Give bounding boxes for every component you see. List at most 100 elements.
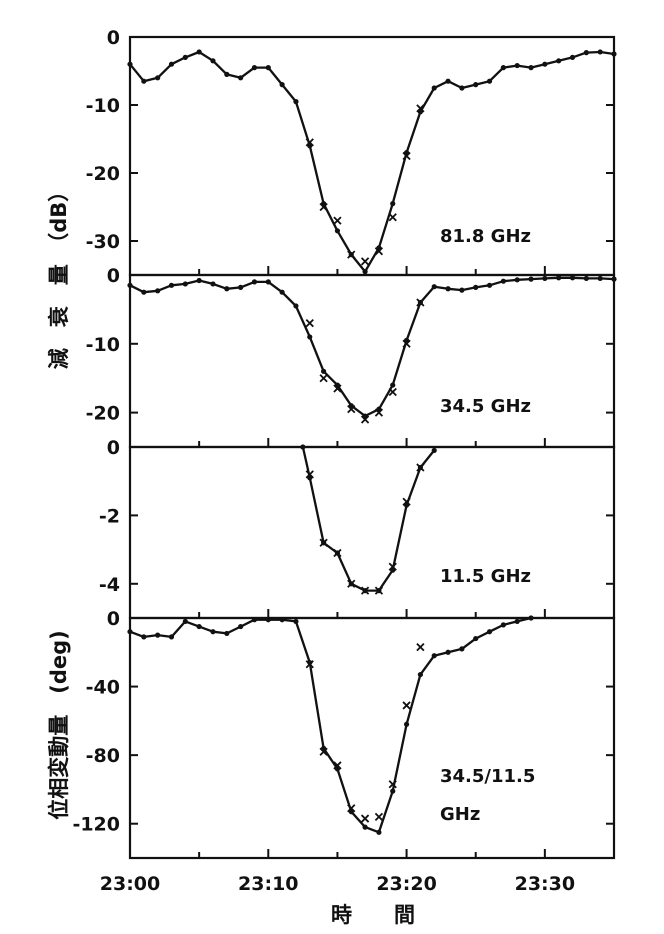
panel-3: 0 -2 -4 11.5 GHz	[99, 437, 616, 620]
data-point-cross	[305, 470, 314, 479]
panel-frequency-label: 11.5 GHz	[440, 566, 531, 587]
data-point-cross	[305, 319, 314, 328]
data-point-cross	[374, 812, 384, 821]
data-point-dot	[486, 629, 493, 635]
data-point-dot	[196, 49, 202, 55]
cross-stroke	[305, 319, 314, 328]
cross-stroke	[305, 138, 314, 147]
cross-stroke	[360, 586, 370, 595]
data-point-cross	[374, 247, 384, 256]
data-point-cross	[347, 405, 356, 414]
y-tick-label: -20	[86, 163, 120, 185]
data-point-dot	[569, 54, 576, 61]
cross-stroke	[388, 213, 397, 222]
data-point-dot	[528, 615, 534, 621]
data-point-dot	[403, 721, 410, 727]
data-point-dot	[141, 634, 147, 640]
data-point-cross	[402, 701, 411, 710]
data-point-dot	[196, 277, 202, 284]
cross-stroke	[388, 387, 397, 397]
data-point-dot	[500, 65, 506, 71]
data-point-dot	[445, 649, 451, 655]
cross-stroke	[319, 374, 328, 383]
data-point-cross	[319, 747, 328, 756]
data-point-dot	[431, 447, 437, 454]
data-point-dot	[224, 286, 230, 292]
data-point-dot	[556, 275, 562, 281]
cross-stroke	[402, 701, 411, 710]
data-point-dot	[168, 61, 175, 67]
data-point-dot	[473, 284, 479, 290]
data-point-cross	[305, 138, 314, 147]
data-point-dot	[210, 281, 216, 287]
data-point-dot	[583, 50, 589, 56]
y-tick-label: -10	[86, 95, 120, 117]
data-point-dot	[431, 284, 437, 290]
data-point-cross	[374, 586, 384, 595]
y-tick-label: -2	[99, 505, 120, 527]
data-point-dot	[224, 71, 230, 77]
cross-stroke	[319, 538, 328, 547]
data-point-dot	[307, 334, 313, 340]
data-point-cross	[319, 202, 328, 212]
data-point-cross	[360, 257, 370, 266]
cross-stroke	[374, 408, 384, 417]
data-point-dot	[473, 82, 479, 88]
data-point-cross	[333, 216, 342, 225]
data-point-dot	[459, 287, 465, 293]
cross-stroke	[319, 202, 328, 212]
data-point-dot	[182, 54, 188, 61]
data-point-dot	[597, 49, 603, 55]
data-point-cross	[319, 374, 328, 383]
data-point-dot	[196, 623, 202, 630]
data-point-cross	[402, 497, 411, 506]
y-tick-label: -20	[86, 403, 120, 425]
panel-1: 0 -10 -20 -30 81.8 GHz	[86, 27, 617, 277]
data-point-dot	[321, 368, 327, 374]
data-point-cross	[333, 761, 342, 770]
x-tick-label: 23:10	[238, 873, 298, 895]
data-point-dot	[528, 276, 534, 282]
data-point-cross	[347, 250, 356, 259]
data-point-dot	[362, 824, 368, 830]
cross-stroke	[402, 151, 411, 161]
panel-label-line: 11.5 GHz	[440, 566, 531, 587]
data-point-dot	[224, 630, 230, 637]
cross-stroke	[333, 216, 342, 225]
data-point-cross	[347, 579, 356, 588]
data-point-dot	[251, 617, 258, 623]
data-point-dot	[500, 278, 506, 284]
cross-stroke	[416, 643, 425, 652]
y-axis-label-attenuation: 減 衰 量 （dB）	[47, 181, 71, 370]
data-point-cross	[416, 298, 425, 307]
data-point-cross	[360, 814, 370, 823]
data-point-dot	[279, 617, 285, 623]
y-tick-label: -120	[72, 814, 120, 836]
data-point-dot	[431, 653, 437, 659]
data-point-cross	[388, 780, 397, 789]
cross-stroke	[416, 104, 425, 113]
cross-stroke	[360, 257, 370, 266]
cross-stroke	[374, 586, 384, 595]
panel-frame	[128, 35, 616, 277]
y-tick-label: -40	[86, 677, 120, 699]
data-point-dot	[168, 282, 175, 288]
y-tick-label: 0	[107, 27, 120, 49]
y-tick-label: -4	[99, 574, 120, 596]
data-point-dot	[500, 622, 506, 628]
data-point-dot	[265, 617, 271, 623]
cross-stroke	[333, 761, 342, 770]
data-point-cross	[402, 339, 411, 348]
cross-stroke	[305, 470, 314, 479]
data-point-dot	[141, 78, 147, 84]
data-point-dot	[210, 629, 216, 635]
panel-frequency-label: 81.8 GHz	[440, 226, 531, 247]
data-point-dot	[279, 82, 285, 88]
data-point-cross	[388, 213, 397, 222]
data-point-dot	[542, 61, 548, 67]
data-point-dot	[238, 284, 244, 290]
data-point-dot	[390, 788, 396, 794]
data-point-dot	[486, 282, 493, 288]
data-point-dot	[182, 281, 188, 287]
data-point-cross	[388, 387, 397, 397]
